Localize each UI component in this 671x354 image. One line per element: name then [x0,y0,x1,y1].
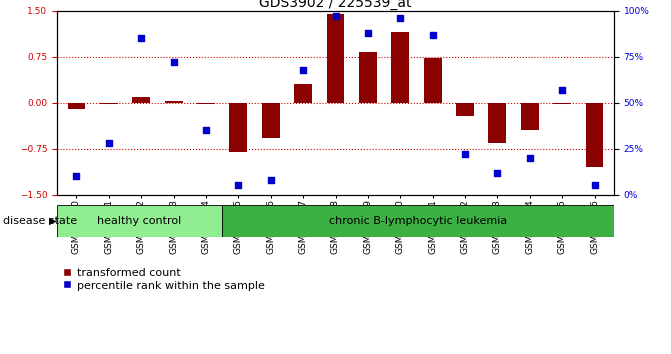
Bar [456,103,474,116]
Bar [57,205,222,237]
Point [103,140,114,146]
Bar [327,14,344,103]
Point [525,155,535,161]
Bar [68,103,85,109]
Text: disease state: disease state [3,216,77,226]
Point [136,35,146,41]
Bar [359,52,377,103]
Point [298,67,309,72]
Point [589,183,600,188]
Point [362,30,373,35]
Point [168,59,179,65]
Point [71,173,82,179]
Bar [100,103,117,104]
Bar [423,58,442,103]
Title: GDS3902 / 225539_at: GDS3902 / 225539_at [259,0,412,10]
Point [395,15,406,21]
Point [265,177,276,183]
Bar [521,103,539,130]
Point [330,13,341,19]
Legend: transformed count, percentile rank within the sample: transformed count, percentile rank withi… [62,268,265,291]
Point [557,87,568,93]
Point [492,170,503,176]
Point [201,127,211,133]
Bar [488,103,507,143]
Bar [586,103,603,167]
Bar [229,103,248,152]
Bar [222,205,614,237]
Bar [164,101,183,103]
Bar [197,103,215,104]
Bar [554,103,571,104]
Text: chronic B-lymphocytic leukemia: chronic B-lymphocytic leukemia [329,216,507,226]
Bar [294,84,312,103]
Text: healthy control: healthy control [97,216,182,226]
Bar [391,32,409,103]
Point [233,183,244,188]
Bar [132,97,150,103]
Bar [262,103,280,138]
Point [427,32,438,38]
Point [460,152,470,157]
Text: ▶: ▶ [49,216,56,226]
